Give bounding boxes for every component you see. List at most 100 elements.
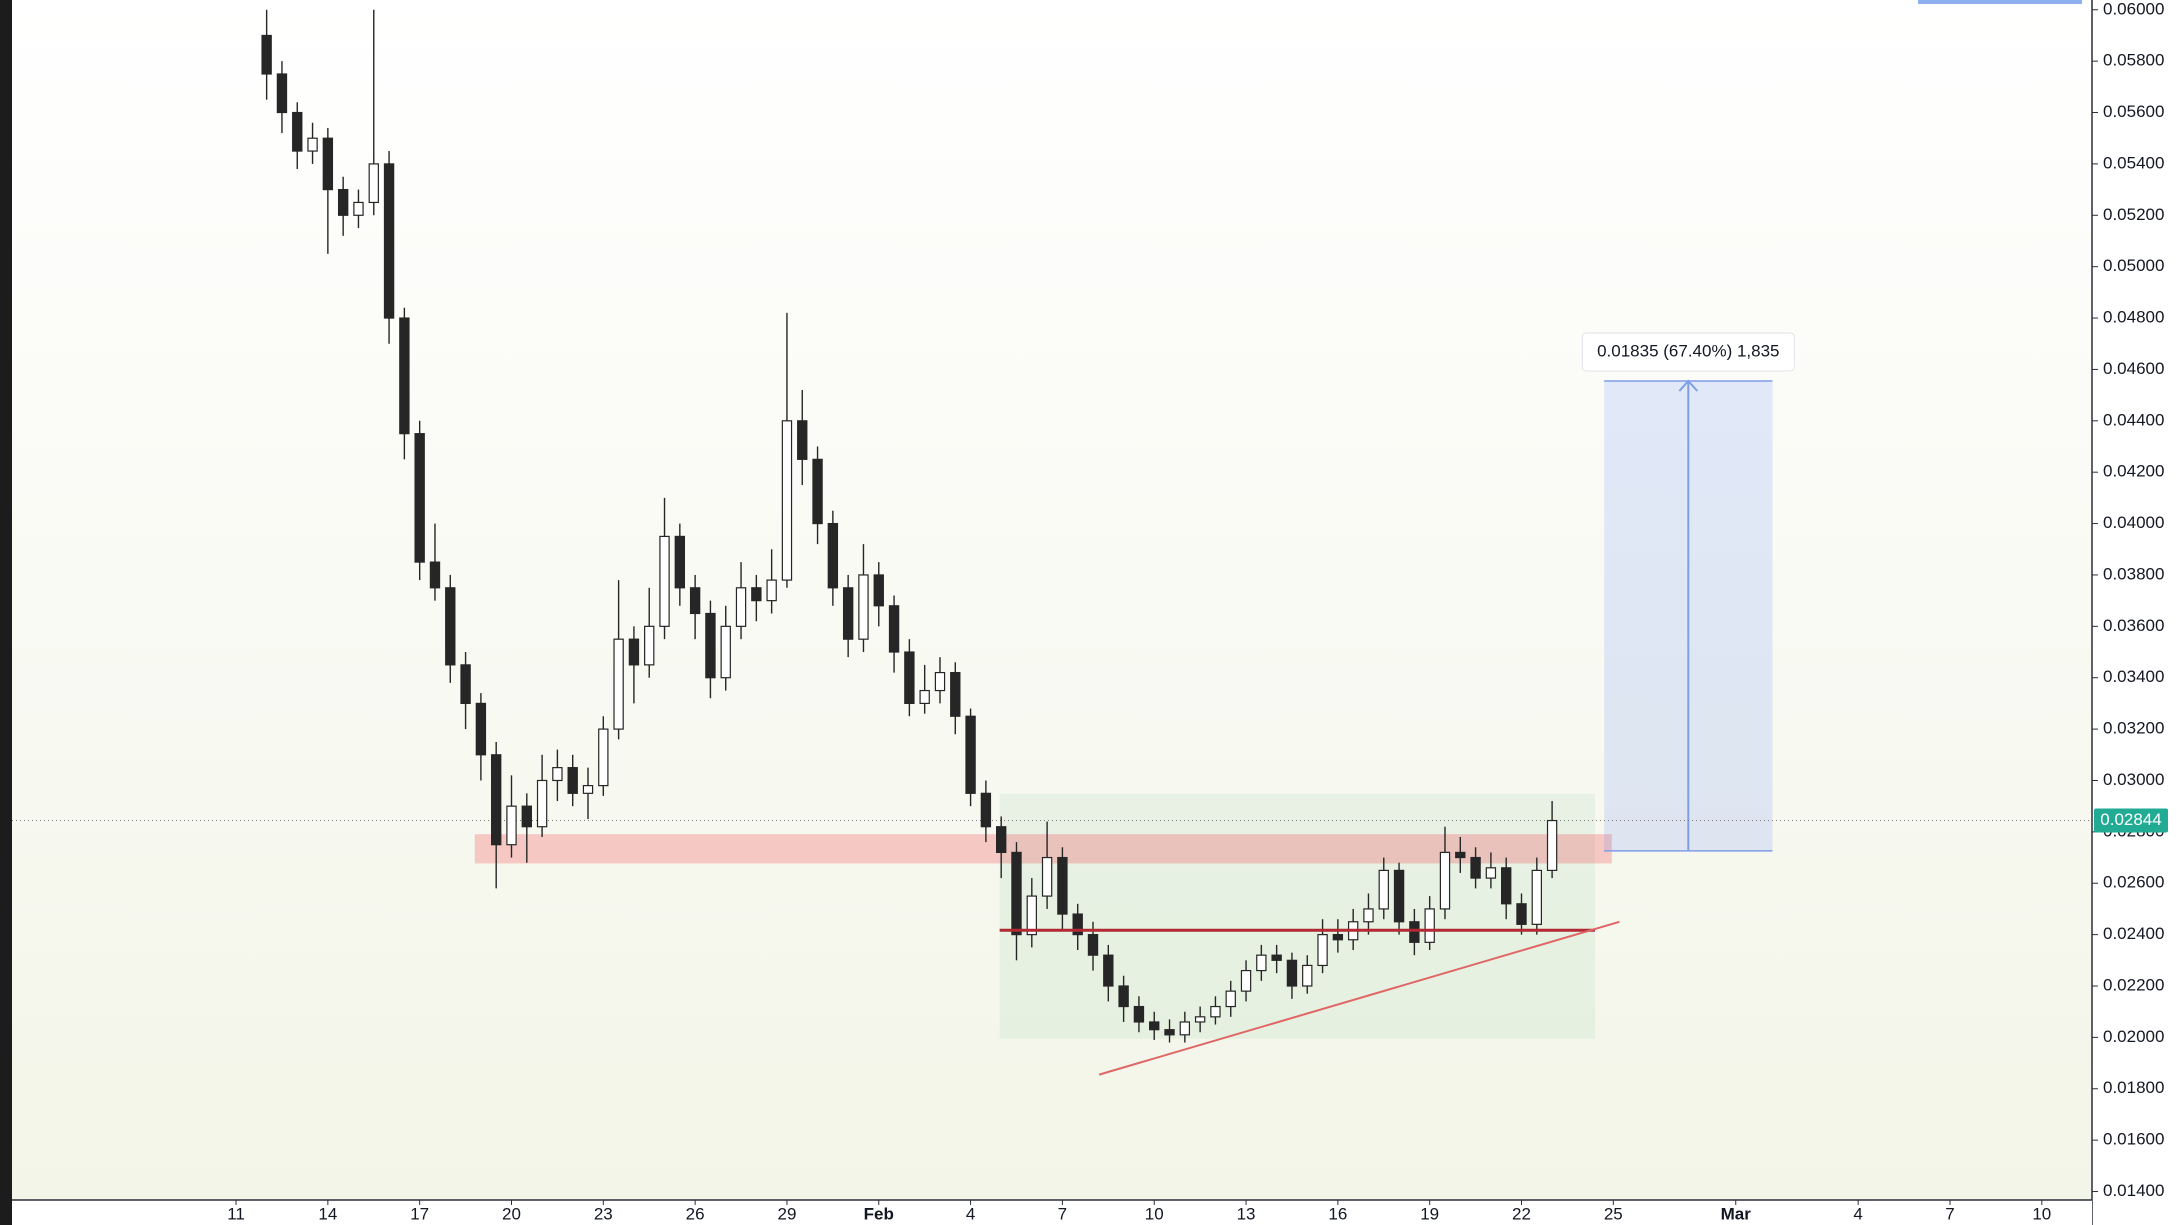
candle-body bbox=[1332, 934, 1344, 941]
candle-body bbox=[1439, 851, 1451, 910]
x-tick-label: 10 bbox=[2032, 1204, 2051, 1223]
candle-body bbox=[919, 689, 930, 705]
y-tick-label: 0.04400 bbox=[2103, 410, 2164, 429]
candle-body bbox=[1286, 959, 1298, 987]
x-tick-label: 25 bbox=[1604, 1204, 1623, 1223]
candle-body bbox=[445, 587, 456, 666]
candle-body bbox=[1455, 851, 1466, 859]
y-tick-label: 0.01400 bbox=[2103, 1181, 2164, 1200]
candle-body bbox=[705, 612, 716, 679]
y-tick-label: 0.05600 bbox=[2103, 102, 2164, 121]
x-tick-label: 13 bbox=[1237, 1204, 1256, 1223]
x-tick-label: Mar bbox=[1721, 1204, 1752, 1223]
y-tick-label: 0.06000 bbox=[2103, 0, 2164, 18]
candle-body bbox=[1470, 856, 1481, 879]
candle-body bbox=[1194, 1016, 1206, 1023]
candle-body bbox=[1363, 908, 1374, 923]
y-tick-label: 0.03600 bbox=[2103, 616, 2164, 635]
profile-range bbox=[999, 793, 1595, 1039]
candle-body bbox=[1409, 921, 1420, 943]
candle-body bbox=[353, 201, 364, 216]
candle-body bbox=[475, 702, 487, 756]
candle-body bbox=[368, 163, 379, 204]
x-tick-label: 26 bbox=[686, 1204, 705, 1223]
candle-body bbox=[827, 522, 839, 589]
x-tick-label: 7 bbox=[1945, 1204, 1954, 1223]
candle-body bbox=[506, 805, 517, 846]
y-tick-label: 0.04200 bbox=[2103, 462, 2164, 481]
x-tick-label: 22 bbox=[1512, 1204, 1531, 1223]
candle-body bbox=[1317, 934, 1328, 967]
y-tick-label: 0.05200 bbox=[2103, 205, 2164, 224]
candle-body bbox=[980, 792, 992, 828]
candle-body bbox=[1378, 869, 1389, 910]
candle-body bbox=[904, 651, 915, 705]
candle-body bbox=[307, 137, 318, 152]
candle-body bbox=[490, 754, 502, 846]
measure-label-box bbox=[1581, 332, 1795, 372]
candle-body bbox=[842, 587, 854, 640]
candle-body bbox=[1210, 1005, 1221, 1018]
candle-body bbox=[1531, 869, 1542, 925]
candle-body bbox=[628, 638, 640, 666]
x-tick-label: 29 bbox=[777, 1204, 796, 1223]
candle-body bbox=[934, 671, 946, 692]
candle-body bbox=[1041, 856, 1053, 897]
candle-body bbox=[399, 317, 410, 435]
candle-body bbox=[1271, 954, 1282, 961]
candle-body bbox=[322, 137, 334, 191]
candle-body bbox=[766, 579, 777, 602]
toolbar-hint bbox=[1918, 0, 2082, 4]
candle-body bbox=[414, 433, 425, 563]
x-tick-label: 19 bbox=[1420, 1204, 1439, 1223]
y-tick-label: 0.03400 bbox=[2103, 667, 2164, 686]
candle-body bbox=[1103, 954, 1114, 987]
candle-body bbox=[644, 625, 655, 666]
y-tick-label: 0.02200 bbox=[2103, 975, 2164, 994]
y-tick-label: 0.02600 bbox=[2103, 873, 2164, 892]
x-tick-label: 4 bbox=[966, 1204, 975, 1223]
candle-body bbox=[276, 73, 288, 114]
y-tick-label: 0.03800 bbox=[2103, 564, 2164, 583]
candle-body bbox=[1485, 867, 1497, 879]
candle-body bbox=[552, 767, 563, 782]
y-tick-label: 0.04000 bbox=[2103, 513, 2164, 532]
candle-body bbox=[1011, 851, 1022, 936]
candle-body bbox=[567, 767, 578, 794]
y-tick-label: 0.04800 bbox=[2103, 308, 2164, 327]
candle-body bbox=[1072, 913, 1083, 936]
candle-body bbox=[1179, 1021, 1191, 1036]
candle-body bbox=[781, 420, 793, 581]
candle-body bbox=[1516, 903, 1527, 925]
candle-body bbox=[598, 728, 609, 787]
candle-body bbox=[261, 34, 272, 75]
price-axis bbox=[2092, 0, 2180, 1225]
y-tick-label: 0.02000 bbox=[2103, 1027, 2164, 1046]
x-tick-label: 10 bbox=[1145, 1204, 1164, 1223]
y-tick-label: 0.05400 bbox=[2103, 153, 2164, 172]
candle-body bbox=[689, 587, 701, 615]
candle-body bbox=[1026, 895, 1037, 936]
candle-body bbox=[613, 638, 624, 730]
candle-body bbox=[536, 779, 548, 828]
candle-body bbox=[460, 664, 471, 705]
candle-body bbox=[1501, 867, 1512, 905]
x-tick-label: 17 bbox=[410, 1204, 429, 1223]
candle-body bbox=[1057, 856, 1068, 915]
candle-body bbox=[659, 535, 670, 627]
candle-body bbox=[1225, 990, 1236, 1008]
candle-body bbox=[965, 715, 976, 794]
x-tick-label: 14 bbox=[318, 1204, 337, 1223]
trendline bbox=[1098, 920, 1620, 1076]
candle-body bbox=[1164, 1029, 1175, 1036]
candle-body bbox=[429, 561, 441, 589]
candle-body bbox=[337, 188, 349, 216]
plot-background bbox=[0, 0, 2092, 1200]
candle-body bbox=[1133, 1005, 1145, 1023]
candle-body bbox=[950, 671, 961, 717]
candle-body bbox=[1087, 934, 1099, 956]
candle-body bbox=[1118, 985, 1129, 1008]
candle-body bbox=[292, 111, 303, 152]
candle-body bbox=[1149, 1021, 1160, 1031]
